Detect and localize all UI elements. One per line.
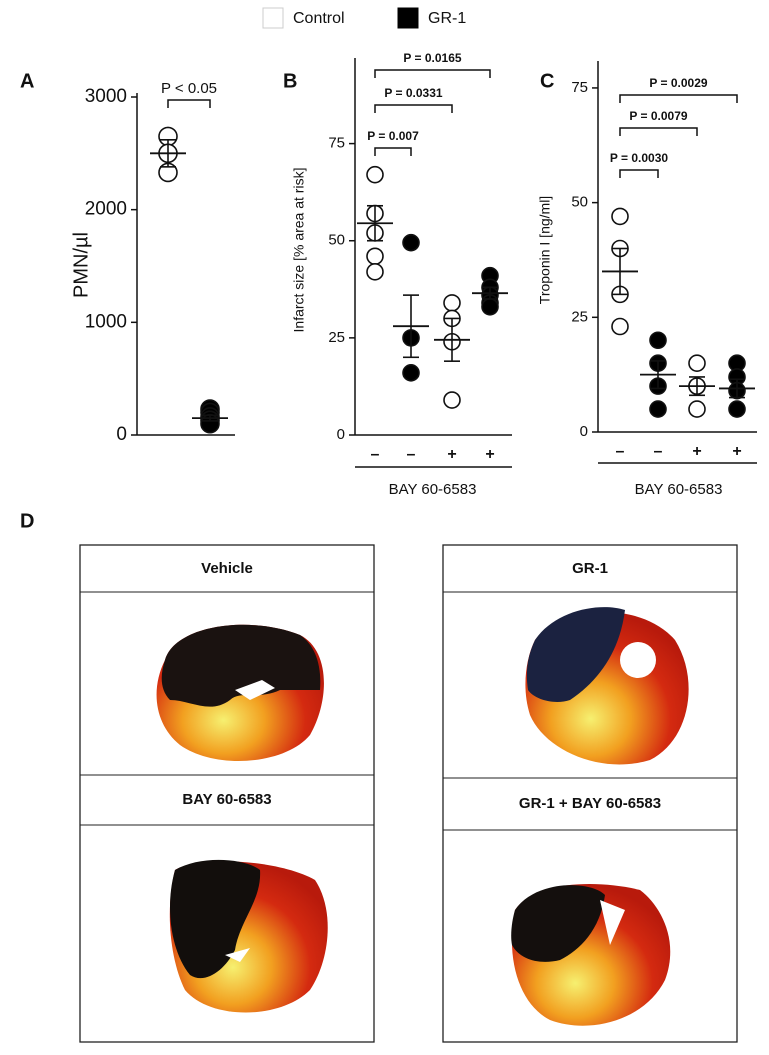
box-title: GR-1 [572,560,608,577]
panel-letter: B [283,70,297,92]
significance-bracket [619,127,698,136]
data-point [366,263,384,281]
x-axis-label: BAY 60-6583 [635,481,723,498]
data-point [611,317,629,336]
data-point [688,400,706,418]
y-tick-label: 3000 [85,86,127,107]
x-axis-label: BAY 60-6583 [389,481,477,498]
p-value: P = 0.0030 [610,151,668,165]
data-point [649,400,667,418]
panel-letter: A [20,70,34,92]
legend-swatch [262,7,284,29]
y-tick-label: 0 [580,423,588,440]
significance-bracket [374,147,412,156]
p-value: P = 0.0029 [649,76,707,90]
p-value: P = 0.0331 [384,86,442,100]
data-point [481,297,499,316]
box-title: GR-1 + BAY 60-6583 [519,795,661,812]
x-tick-label: + [692,443,701,460]
heart-slice [525,607,689,765]
x-tick-label: + [732,443,741,460]
data-point [366,247,384,266]
p-value: P = 0.007 [367,129,419,143]
y-tick-label: 0 [116,424,127,445]
data-point [443,391,461,409]
y-tick-label: 25 [571,308,588,325]
p-value: P < 0.05 [161,80,217,97]
y-tick-label: 50 [328,232,345,249]
panel-letter: C [540,70,554,92]
y-axis-label: Infarct size [% area at risk] [291,168,307,333]
data-point [402,364,420,382]
legend-label: Control [293,10,345,27]
y-tick-label: 25 [328,329,345,346]
y-axis-label: PMN/µl [70,232,92,298]
p-value: P = 0.0079 [629,109,687,123]
data-point [649,331,667,350]
x-tick-label: – [616,443,625,460]
box-title: Vehicle [201,560,253,577]
significance-bracket [374,69,491,78]
significance-bracket [167,99,211,108]
significance-bracket [619,169,659,178]
y-tick-label: 2000 [85,199,127,220]
x-tick-label: – [371,446,380,463]
y-tick-label: 1000 [85,311,127,332]
x-tick-label: – [654,443,663,460]
data-point [688,354,706,372]
data-point [366,165,384,184]
x-tick-label: + [485,446,494,463]
y-tick-label: 50 [571,194,588,211]
y-axis-label: Troponin I [ng/ml] [537,196,553,304]
x-tick-label: – [407,446,416,463]
heart-slice [511,884,671,1026]
data-point [402,233,420,252]
panel-letter: D [20,510,34,532]
p-value: P = 0.0165 [403,51,461,65]
heart-slice [156,624,324,762]
data-point [611,207,629,226]
significance-bracket [619,94,738,103]
x-tick-label: + [447,446,456,463]
data-point [443,294,461,312]
box-title: BAY 60-6583 [182,791,271,808]
legend-label: GR-1 [428,10,466,27]
heart-slice [169,859,328,1013]
y-tick-label: 0 [337,426,345,443]
significance-bracket [374,104,453,113]
data-point [728,400,746,418]
y-tick-label: 75 [328,135,345,152]
legend-swatch [397,7,419,29]
y-tick-label: 75 [571,79,588,96]
